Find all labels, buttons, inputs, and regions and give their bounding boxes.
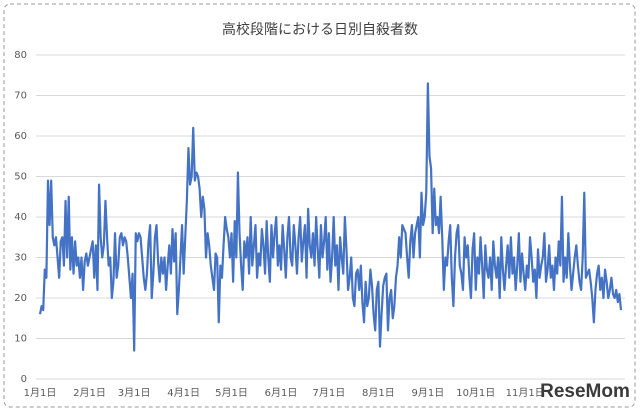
y-tick-label: 80 [14,50,27,61]
y-tick-label: 40 [14,212,27,223]
y-tick-label: 30 [14,253,27,264]
y-tick-label: 20 [14,293,27,304]
x-tick-label: 9月1日 [411,387,444,399]
x-tick-label: 8月1日 [362,387,395,399]
x-tick-label: 10月1日 [456,387,495,399]
x-tick-label: 3月1日 [118,387,151,399]
x-tick-label: 5月1日 [215,387,248,399]
y-tick-label: 70 [14,91,27,102]
watermark: ReseMom [540,381,630,402]
y-tick-label: 10 [14,334,27,345]
y-tick-label: 60 [14,131,27,142]
x-tick-label: 2月1日 [73,387,106,399]
y-tick-label: 50 [14,172,27,183]
x-tick-label: 7月1日 [313,387,346,399]
x-tick-label: 1月1日 [24,387,57,399]
chart-frame [3,3,636,408]
chart-title: 高校段階における日別自殺者数 [222,21,418,38]
x-tick-label: 11月1日 [506,387,545,399]
data-line [38,82,623,352]
x-tick-label: 6月1日 [265,387,298,399]
y-tick-label: 0 [21,374,27,385]
x-tick-label: 4月1日 [167,387,200,399]
